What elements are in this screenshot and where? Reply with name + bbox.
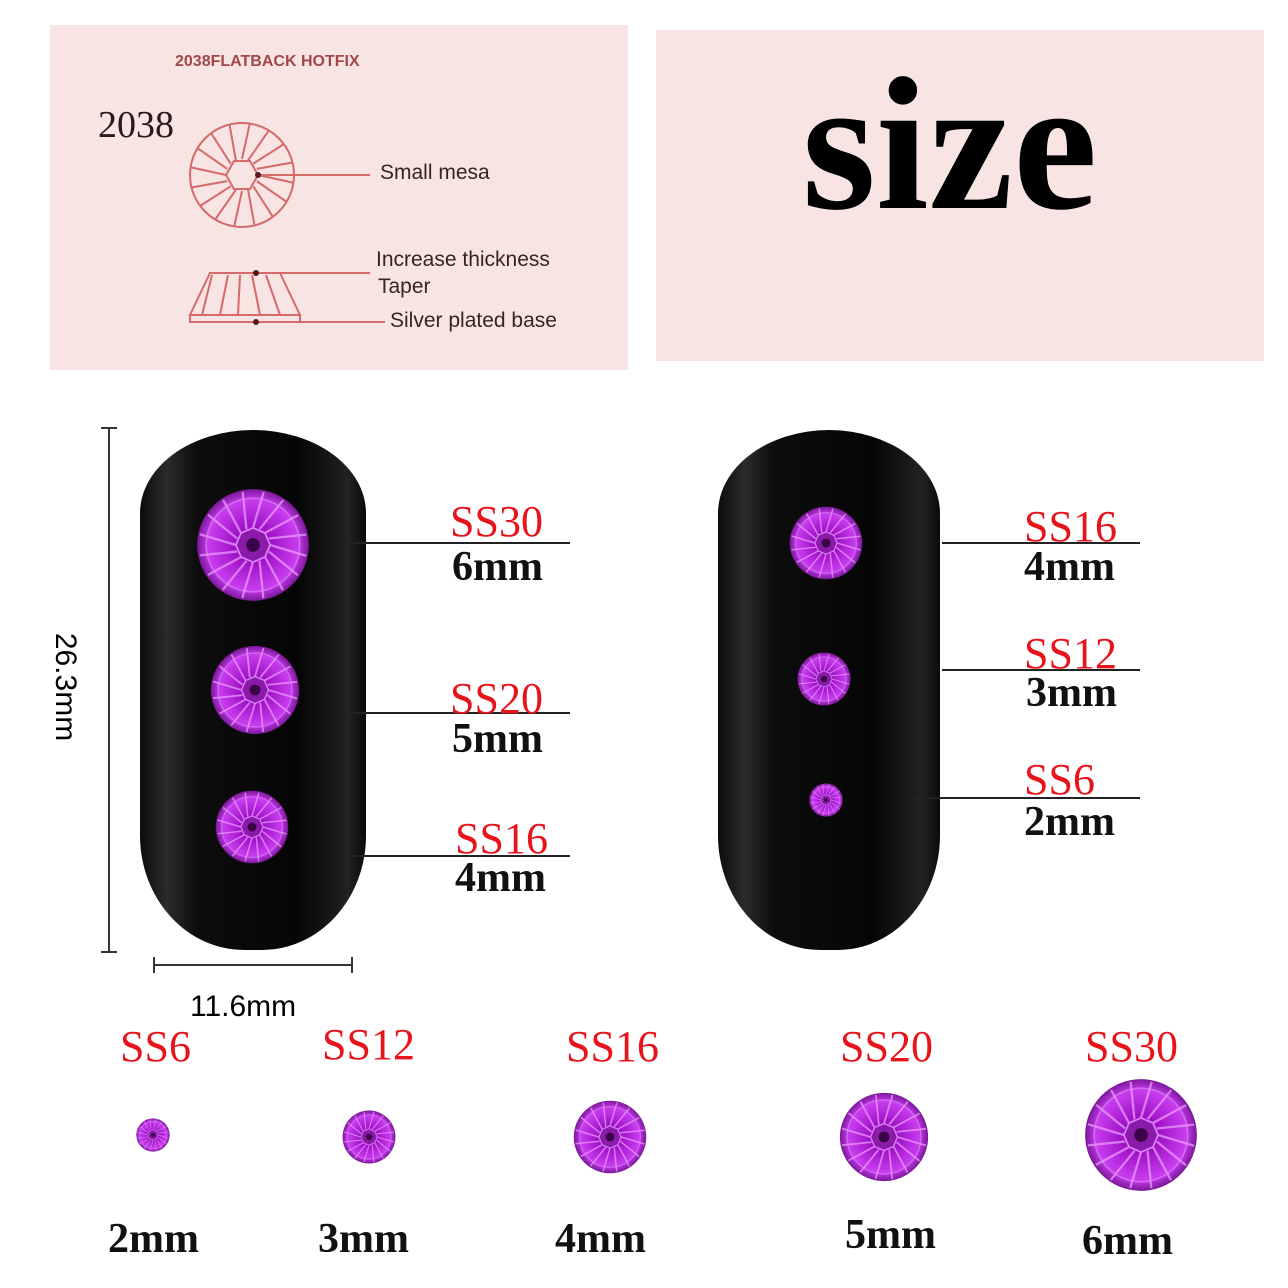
label-silver-base: Silver plated base <box>390 309 557 332</box>
rhinestone-icon <box>789 506 863 580</box>
right-mm-2: 3mm <box>1026 670 1117 716</box>
bottom-size-5: SS30 <box>1085 1022 1178 1071</box>
bottom-size-3: SS16 <box>566 1022 659 1071</box>
tick <box>101 951 117 953</box>
pointer-line <box>345 855 570 857</box>
pointer-line <box>912 797 1140 799</box>
rhinestone-icon <box>215 790 289 864</box>
title-panel: size <box>656 30 1264 361</box>
bottom-size-2: SS12 <box>322 1020 415 1069</box>
height-label: 26.3mm <box>49 632 82 742</box>
pointer-line <box>942 542 1140 544</box>
left-mm-2: 5mm <box>452 716 543 762</box>
tick <box>351 957 353 973</box>
rhinestone-icon <box>342 1110 396 1164</box>
bottom-mm-1: 2mm <box>108 1216 199 1262</box>
right-mm-3: 2mm <box>1024 799 1115 845</box>
rhinestone-icon <box>197 489 309 601</box>
diagram-heading: 2038FLATBACK HOTFIX <box>175 53 360 70</box>
bottom-size-1: SS6 <box>120 1022 191 1071</box>
bottom-mm-3: 4mm <box>555 1216 646 1262</box>
bottom-size-4: SS20 <box>840 1022 933 1071</box>
rhinestone-icon <box>797 652 851 706</box>
left-mm-1: 6mm <box>452 544 543 590</box>
rhinestone-icon <box>1085 1079 1197 1191</box>
bottom-mm-4: 5mm <box>845 1212 936 1258</box>
left-mm-3: 4mm <box>455 855 546 901</box>
rhinestone-icon <box>210 645 300 735</box>
rhinestone-icon <box>573 1100 647 1174</box>
title: size <box>802 40 1098 250</box>
right-size-3: SS6 <box>1024 755 1095 804</box>
pointer-line <box>345 712 570 714</box>
pointer-line <box>345 542 570 544</box>
rhinestone-icon <box>839 1092 929 1182</box>
label-taper: Taper <box>378 275 431 298</box>
bottom-mm-2: 3mm <box>318 1216 409 1262</box>
right-size-1: SS16 <box>1024 502 1117 551</box>
label-increase-thickness: Increase thickness <box>376 248 550 271</box>
model-number: 2038 <box>98 104 174 146</box>
left-size-1: SS30 <box>450 497 543 546</box>
height-dimension-line <box>108 427 110 953</box>
label-small-mesa: Small mesa <box>380 161 490 184</box>
rhinestone-diagram <box>188 122 385 325</box>
diagram-panel: 2038FLATBACK HOTFIX 2038 Small mesa Incr… <box>50 25 628 370</box>
right-mm-1: 4mm <box>1024 544 1115 590</box>
width-label: 11.6mm <box>190 990 297 1023</box>
tick <box>101 427 117 429</box>
rhinestone-icon <box>136 1118 170 1152</box>
left-size-3: SS16 <box>455 814 548 863</box>
rhinestone-icon <box>809 783 843 817</box>
bottom-mm-5: 6mm <box>1082 1218 1173 1264</box>
width-dimension-line <box>154 964 352 966</box>
right-size-2: SS12 <box>1024 629 1117 678</box>
pointer-line <box>942 669 1140 671</box>
tick <box>153 957 155 973</box>
left-size-2: SS20 <box>450 674 543 723</box>
